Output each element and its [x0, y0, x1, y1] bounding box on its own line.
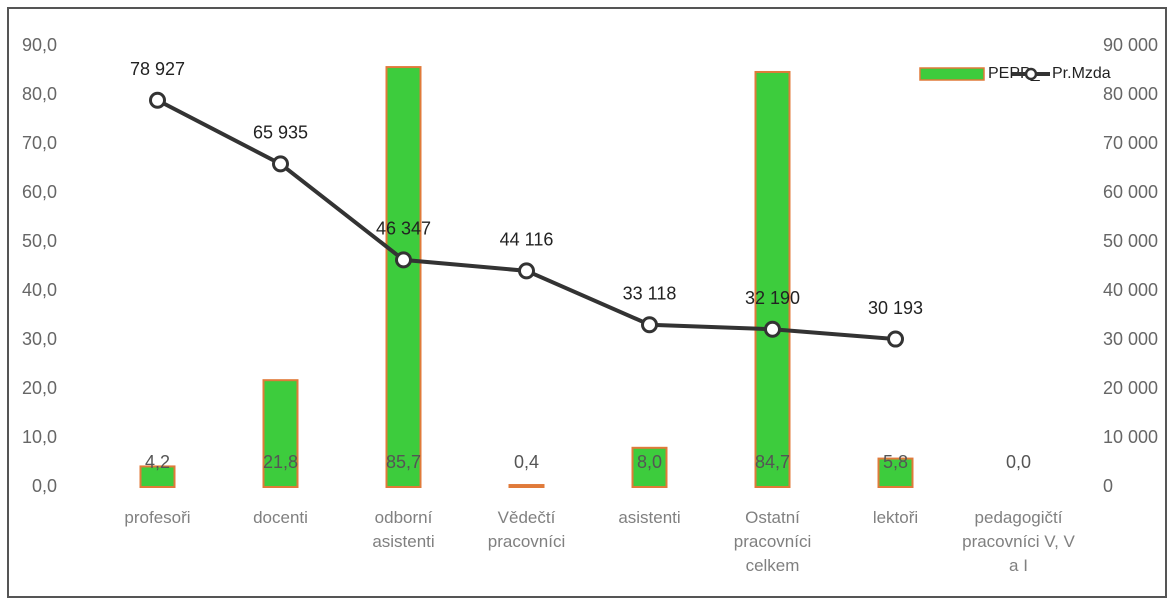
x-tick-label: Ostatní pracovníci celkem: [733, 508, 812, 575]
y-tick-label: 30,0: [22, 329, 57, 349]
y-tick-label: 90,0: [22, 35, 57, 55]
x-tick-label: docenti: [253, 508, 308, 527]
bar: [877, 457, 914, 488]
bar-value-label: 0,4: [514, 452, 539, 472]
y2-tick-label: 30 000: [1103, 329, 1158, 349]
y-tick-label: 80,0: [22, 84, 57, 104]
y-tick-label: 60,0: [22, 182, 57, 202]
line-value-label: 32 190: [745, 288, 800, 308]
y2-tick-label: 70 000: [1103, 133, 1158, 153]
line-marker: [641, 316, 658, 334]
y-tick-label: 50,0: [22, 231, 57, 251]
y2-tick-label: 50 000: [1103, 231, 1158, 251]
bar-value-label: 0,0: [1006, 452, 1031, 472]
line-value-label: 78 927: [130, 59, 185, 79]
y-tick-label: 10,0: [22, 427, 57, 447]
bar-value-label: 85,7: [386, 452, 421, 472]
legend-swatch: [919, 67, 985, 81]
bar: [262, 379, 299, 488]
x-tick-label: asistenti: [618, 508, 681, 527]
y2-tick-label: 90 000: [1103, 35, 1158, 55]
line-value-label: 33 118: [623, 283, 677, 303]
line-marker: [764, 320, 781, 338]
line-marker: [272, 155, 289, 173]
line-value-label: 30 193: [868, 298, 923, 318]
y2-tick-label: 10 000: [1103, 427, 1158, 447]
y-tick-label: 40,0: [22, 280, 57, 300]
bar-value-label: 21,8: [263, 452, 298, 472]
x-tick-label: profesoři: [124, 508, 191, 527]
line-value-label: 46 347: [376, 219, 431, 239]
y-tick-label: 0,0: [32, 476, 57, 496]
legend-label: Pr.Mzda: [1052, 65, 1111, 82]
line-marker: [149, 91, 166, 109]
y-tick-label: 70,0: [22, 133, 57, 153]
bar: [385, 66, 422, 488]
y-tick-label: 20,0: [22, 378, 57, 398]
x-tick-label: lektoři: [872, 508, 919, 527]
x-tick-label: Vědečtí pracovníci: [487, 508, 566, 551]
bar: [631, 446, 668, 488]
chart-border: [7, 7, 1167, 598]
line-marker: [518, 262, 535, 280]
x-tick-label: pedagogičtí pracovníci V, V a I: [962, 508, 1075, 575]
y2-tick-label: 80 000: [1103, 84, 1158, 104]
line-marker: [395, 251, 412, 269]
y2-tick-label: 0: [1103, 476, 1113, 496]
bar: [508, 484, 545, 489]
bar-value-label: 5,8: [883, 452, 908, 472]
bar-value-label: 4,2: [145, 452, 170, 472]
bar-value-label: 8,0: [637, 452, 662, 472]
line-value-label: 44 116: [500, 230, 554, 250]
bar: [754, 70, 791, 488]
y2-tick-label: 20 000: [1103, 378, 1158, 398]
legend-swatch: [1024, 67, 1038, 81]
y2-tick-label: 60 000: [1103, 182, 1158, 202]
y2-tick-label: 40 000: [1103, 280, 1158, 300]
line-value-label: 65 935: [253, 123, 308, 143]
x-tick-label: odborní asistenti: [372, 508, 435, 551]
bar: [139, 465, 176, 489]
line-marker: [887, 330, 904, 348]
bar-value-label: 84,7: [755, 452, 790, 472]
